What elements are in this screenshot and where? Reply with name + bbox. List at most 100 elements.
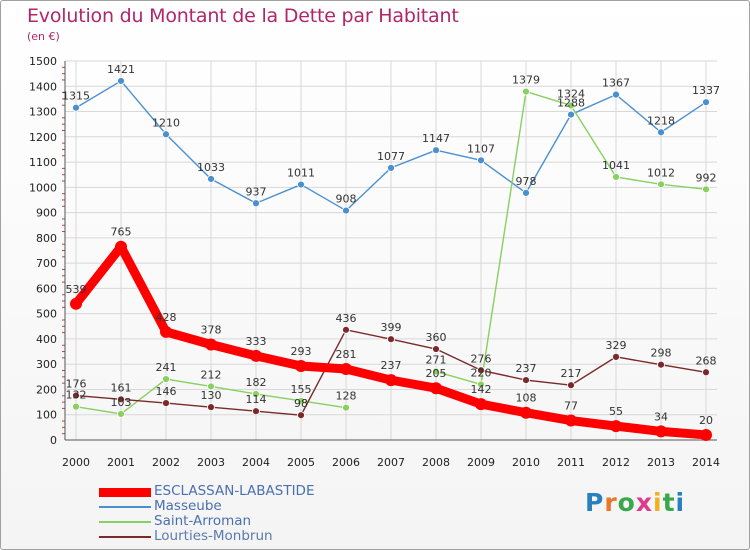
x-tick-label: 2008 (422, 456, 450, 469)
data-point-saint-arroman (612, 173, 620, 181)
data-point-lourties-monbrun (387, 335, 395, 344)
data-point-saint-arroman (567, 101, 575, 110)
y-tick-label: 1500 (29, 55, 57, 68)
data-point-esclassan-labastide (610, 420, 622, 433)
data-label-masseube: 1367 (602, 77, 630, 90)
x-tick-label: 2014 (692, 456, 720, 469)
data-label-lourties-monbrun: 298 (651, 347, 672, 360)
x-tick-label: 2007 (377, 456, 405, 469)
data-label-lourties-monbrun: 114 (246, 393, 267, 406)
logo-letter: t (662, 488, 676, 517)
data-point-masseube (297, 180, 305, 189)
data-label-masseube: 908 (336, 193, 357, 206)
y-tick-label: 1400 (29, 80, 57, 93)
series-saint-arroman (72, 87, 710, 418)
data-label-saint-arroman: 1379 (512, 74, 540, 87)
data-label-lourties-monbrun: 268 (696, 354, 717, 367)
y-tick-label: 1200 (29, 131, 57, 144)
data-point-saint-arroman (207, 382, 215, 391)
data-point-esclassan-labastide (520, 406, 532, 419)
data-label-lourties-monbrun: 237 (516, 362, 537, 375)
data-label-masseube: 1011 (287, 167, 315, 180)
data-label-esclassan-labastide: 108 (516, 392, 537, 405)
data-label-masseube: 1315 (62, 90, 90, 103)
y-tick-label: 600 (36, 282, 57, 295)
series-lourties-monbrun (72, 325, 710, 420)
data-point-masseube (567, 110, 575, 119)
data-point-masseube (657, 128, 665, 137)
x-tick-label: 2011 (557, 456, 585, 469)
data-label-masseube: 1337 (692, 84, 720, 97)
data-point-lourties-monbrun (432, 345, 440, 353)
data-point-esclassan-labastide (430, 382, 442, 395)
data-point-masseube (702, 98, 710, 107)
data-point-masseube (432, 146, 440, 155)
data-label-esclassan-labastide: 293 (291, 345, 312, 358)
data-label-lourties-monbrun: 360 (426, 331, 447, 344)
data-label-masseube: 1288 (557, 97, 585, 110)
data-label-masseube: 1421 (107, 63, 135, 76)
data-point-esclassan-labastide (655, 425, 667, 438)
data-label-masseube: 937 (246, 185, 267, 198)
x-tick-label: 2005 (287, 456, 315, 469)
logo-letter: i (653, 488, 663, 517)
data-point-esclassan-labastide (700, 428, 712, 441)
y-tick-label: 300 (36, 358, 57, 371)
data-point-lourties-monbrun (342, 325, 350, 334)
proxiti-logo: Proxiti (585, 488, 685, 517)
data-point-saint-arroman (117, 410, 125, 418)
data-point-masseube (522, 188, 530, 197)
x-tick-label: 2010 (512, 456, 540, 469)
data-label-masseube: 1147 (422, 132, 450, 145)
data-point-lourties-monbrun (477, 366, 485, 375)
data-label-lourties-monbrun: 176 (66, 378, 87, 391)
data-label-lourties-monbrun: 98 (294, 397, 308, 410)
data-label-saint-arroman: 241 (156, 361, 177, 374)
data-label-saint-arroman: 182 (246, 376, 267, 389)
data-label-saint-arroman: 128 (336, 390, 357, 403)
data-label-masseube: 1107 (467, 142, 495, 155)
grid (65, 60, 717, 441)
data-point-esclassan-labastide (250, 349, 262, 362)
chart-unit: (en €) (27, 30, 60, 43)
logo-letter: r (604, 488, 618, 517)
y-tick-label: 0 (50, 434, 57, 447)
data-point-masseube (342, 206, 350, 215)
y-tick-label: 700 (36, 257, 57, 270)
data-label-lourties-monbrun: 276 (471, 352, 492, 365)
data-label-saint-arroman: 212 (201, 368, 222, 381)
data-point-saint-arroman (432, 367, 440, 376)
legend-label: Lourties-Monbrun (154, 528, 273, 544)
x-tick-label: 2006 (332, 456, 360, 469)
data-point-esclassan-labastide (475, 398, 487, 411)
data-point-esclassan-labastide (205, 338, 217, 351)
x-tick-label: 2013 (647, 456, 675, 469)
legend-swatch (99, 487, 151, 497)
data-point-esclassan-labastide (295, 359, 307, 372)
data-point-esclassan-labastide (160, 325, 172, 338)
data-point-lourties-monbrun (117, 395, 125, 404)
data-label-masseube: 1210 (152, 116, 180, 129)
data-point-masseube (477, 156, 485, 165)
logo-letter: o (617, 488, 636, 517)
data-point-masseube (252, 199, 260, 208)
chart-title: Evolution du Montant de la Dette par Hab… (27, 5, 459, 27)
data-point-masseube (72, 103, 80, 112)
data-label-lourties-monbrun: 436 (336, 312, 357, 325)
y-tick-label: 400 (36, 333, 57, 346)
legend-swatch (99, 536, 151, 538)
data-label-lourties-monbrun: 161 (111, 381, 132, 394)
data-label-esclassan-labastide: 77 (564, 400, 578, 413)
logo-letter: P (585, 488, 605, 517)
data-point-masseube (117, 77, 125, 85)
data-point-esclassan-labastide (565, 414, 577, 427)
data-label-esclassan-labastide: 205 (426, 367, 447, 380)
line-chart: 0 100 200 300 400 500 600 700 800 900 1000 1100 1200… (29, 55, 720, 469)
data-point-esclassan-labastide (385, 374, 397, 387)
series-layer (70, 77, 712, 441)
data-point-esclassan-labastide (115, 240, 127, 253)
y-tick-label: 900 (36, 207, 57, 220)
data-label-esclassan-labastide: 765 (111, 226, 132, 239)
data-point-lourties-monbrun (72, 391, 80, 400)
